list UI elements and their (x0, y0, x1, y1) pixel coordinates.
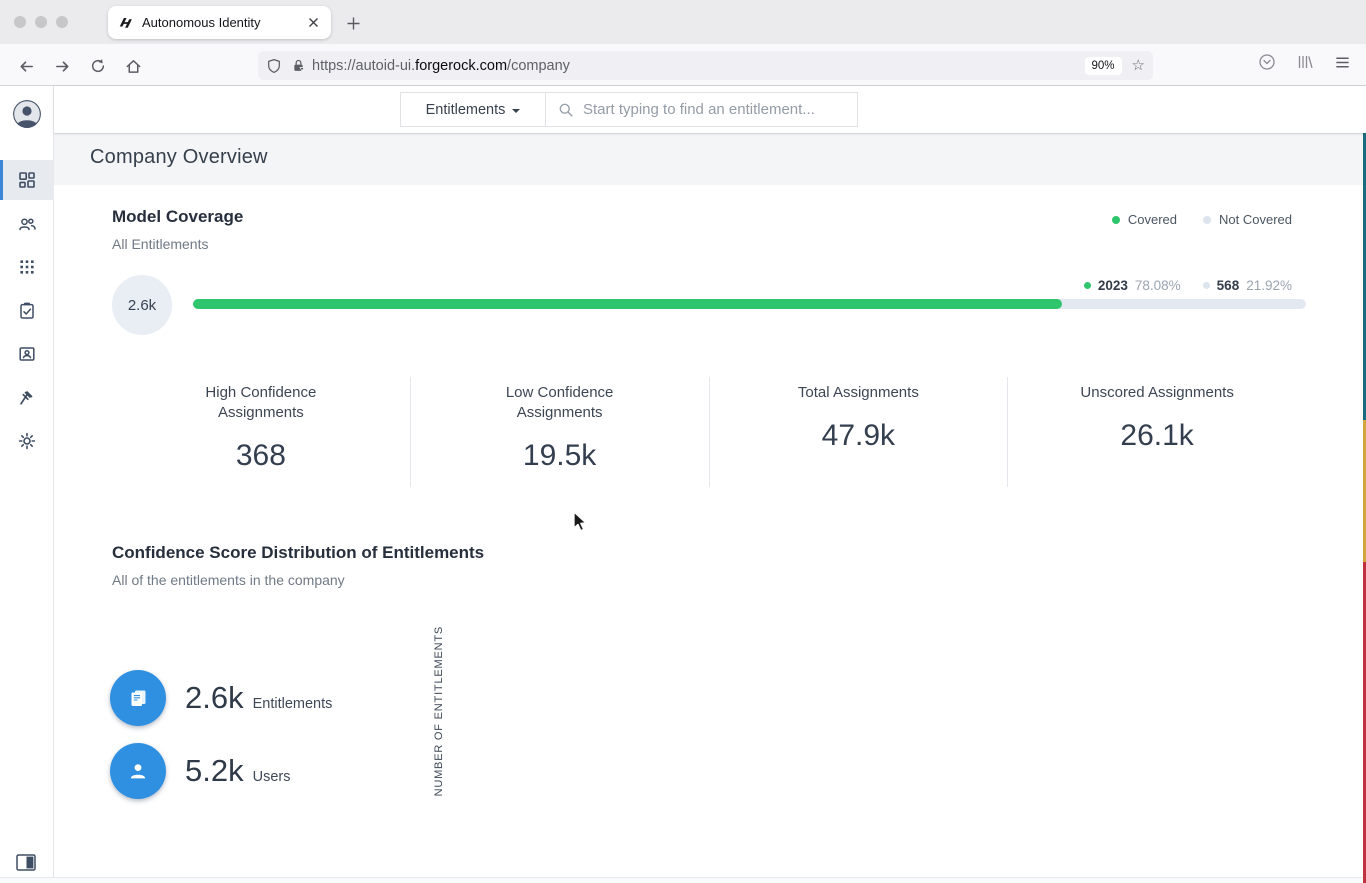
window-minimize-button[interactable] (35, 16, 47, 28)
tasks-icon (17, 301, 37, 321)
search-input[interactable] (583, 101, 845, 118)
covered-dot-icon (1083, 282, 1091, 289)
users-total-label: Users (252, 769, 291, 785)
settings-gear-icon (17, 431, 37, 451)
desktop-edge-strip (1363, 562, 1366, 883)
model-coverage-title: Model Coverage (112, 207, 244, 226)
not-covered-dot-icon (1202, 282, 1210, 289)
browser-tab[interactable]: Autonomous Identity (108, 6, 331, 39)
chevron-down-icon (512, 108, 521, 113)
pocket-icon[interactable] (1258, 53, 1276, 71)
model-coverage-subtitle: All Entitlements (112, 236, 209, 252)
home-icon[interactable] (120, 53, 146, 79)
sidebar-item-applications[interactable] (0, 247, 54, 287)
not-covered-pct: 21.92% (1246, 278, 1292, 293)
identity-badge-icon (17, 344, 37, 364)
stat-low-confidence: Low Confidence Assignments 19.5k (409, 377, 709, 487)
stat-high-confidence: High Confidence Assignments 368 (205, 384, 317, 472)
coverage-progress-fill (193, 299, 1063, 309)
sidebar-item-identities[interactable] (0, 334, 54, 374)
entitlements-icon (110, 670, 166, 726)
close-tab-icon[interactable] (305, 15, 321, 31)
entitlement-search-group: Entitlements (400, 92, 858, 127)
entitlements-total-label: Entitlements (252, 696, 333, 712)
library-icon[interactable] (1296, 53, 1314, 71)
stat-total-assignments: Total Assignments 47.9k (708, 377, 1008, 487)
y-axis-label: NUMBER OF ENTITLEMENTS (433, 625, 445, 797)
covered-count-item: 2023 78.08% (1083, 278, 1181, 293)
sidebar-item-dashboard[interactable] (0, 160, 54, 200)
covered-dot-icon (1111, 215, 1120, 224)
page-content: Model Coverage All Entitlements Covered … (54, 185, 1366, 877)
tab-title: Autonomous Identity (142, 15, 261, 30)
distribution-title: Confidence Score Distribution of Entitle… (112, 543, 485, 562)
scope-dropdown-label: Entitlements (425, 101, 506, 118)
avatar[interactable] (13, 100, 41, 128)
sidebar-item-tasks[interactable] (0, 291, 54, 331)
app-sidebar (0, 86, 54, 877)
forgerock-logo-icon (118, 15, 134, 31)
zoom-level-badge[interactable]: 90% (1084, 56, 1122, 75)
users-total-value: 5.2k (185, 753, 244, 788)
dashboard-icon (17, 170, 37, 190)
browser-toolbar: https://autoid-ui. forgerock.com /compan… (0, 44, 1366, 86)
rules-gavel-icon (17, 388, 37, 408)
coverage-progress-bar (193, 299, 1306, 309)
sidebar-collapse-toggle[interactable] (16, 852, 38, 872)
url-prefix: https://autoid-ui. (312, 57, 416, 74)
users-total-row: 5.2k Users (110, 743, 332, 799)
new-tab-button[interactable] (341, 11, 365, 35)
mouse-cursor (570, 511, 590, 533)
window-zoom-button[interactable] (56, 16, 68, 28)
applications-icon (18, 258, 36, 276)
sidebar-item-users[interactable] (0, 204, 54, 244)
connection-lock-icon[interactable] (291, 58, 306, 73)
window-close-button[interactable] (14, 16, 26, 28)
assignment-stats-row: High Confidence Assignments 368 Low Conf… (112, 377, 1306, 487)
legend-item-not-covered: Not Covered (1203, 212, 1292, 227)
coverage-legend: Covered Not Covered (1111, 212, 1292, 227)
menu-hamburger-icon[interactable] (1334, 54, 1351, 71)
back-icon[interactable] (13, 53, 39, 79)
distribution-subtitle: All of the entitlements in the company (112, 572, 345, 588)
total-entitlements-bubble: 2.6k (112, 275, 172, 335)
not-covered-count-item: 568 21.92% (1202, 278, 1292, 293)
tab-bar: Autonomous Identity (0, 0, 1366, 44)
distribution-totals: 2.6k Entitlements 5.2k Users (110, 670, 332, 816)
page-title-band: Company Overview (54, 133, 1366, 185)
stat-unscored-assignments: Unscored Assignments 26.1k (1007, 377, 1306, 487)
scope-dropdown[interactable]: Entitlements (401, 93, 546, 126)
coverage-bar-legend: 2023 78.08% 568 21.92% (1083, 278, 1292, 293)
covered-pct: 78.08% (1134, 278, 1181, 293)
entitlements-total-value: 2.6k (185, 680, 244, 715)
legend-item-covered: Covered (1111, 212, 1177, 227)
url-path: /company (507, 57, 570, 74)
forward-icon[interactable] (49, 53, 75, 79)
not-covered-count: 568 (1216, 278, 1240, 293)
url-bar[interactable]: https://autoid-ui. forgerock.com /compan… (258, 51, 1153, 80)
desktop-edge-strip (1363, 420, 1366, 562)
bookmark-star-icon[interactable]: ☆ (1131, 57, 1145, 74)
entitlements-total-row: 2.6k Entitlements (110, 670, 332, 726)
not-covered-dot-icon (1203, 215, 1212, 224)
app-header: Entitlements (54, 86, 1366, 133)
url-domain: forgerock.com (415, 57, 508, 74)
sidebar-item-rules[interactable] (0, 378, 54, 418)
desktop-edge-strip (1363, 86, 1366, 420)
sidebar-item-settings[interactable] (0, 421, 54, 461)
tracking-protection-shield-icon[interactable] (266, 58, 282, 74)
users-icon (17, 214, 37, 234)
reload-icon[interactable] (85, 53, 111, 79)
search-box (546, 93, 857, 126)
page-title: Company Overview (90, 146, 268, 168)
user-icon (110, 743, 166, 799)
search-icon (558, 102, 574, 118)
covered-count: 2023 (1097, 278, 1128, 293)
window-bottom-edge (0, 877, 1363, 883)
